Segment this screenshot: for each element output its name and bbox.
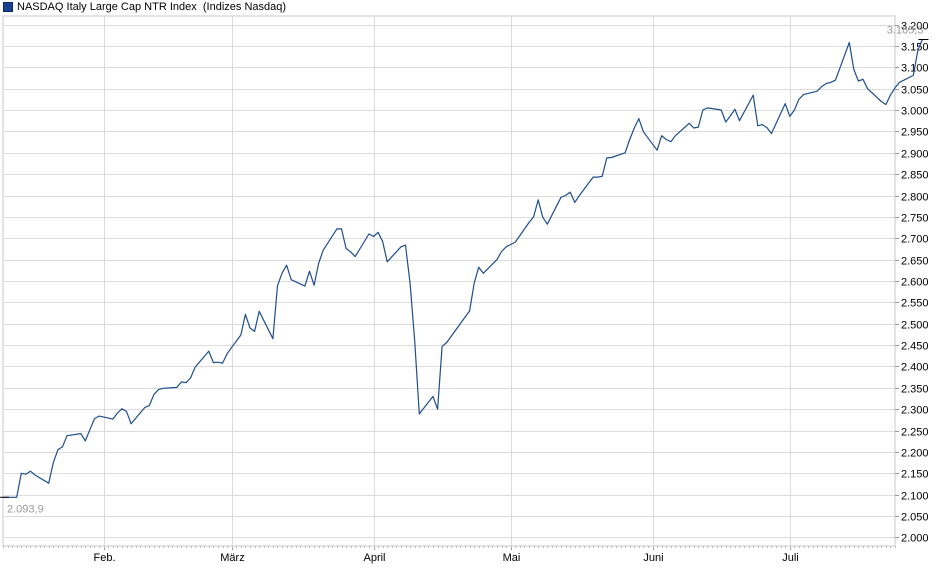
y-tick-label: 2.450 [901, 341, 929, 353]
legend-source: (Indizes Nasdaq) [202, 1, 287, 13]
y-tick-label: 2.550 [901, 298, 929, 310]
y-tick-label: 2.650 [901, 256, 929, 268]
y-tick-label: 3.000 [901, 106, 929, 118]
y-tick-label: 2.100 [901, 491, 929, 503]
y-tick-label: 3.050 [901, 85, 929, 97]
y-tick-label: 2.750 [901, 213, 929, 225]
y-tick-label: 2.350 [901, 384, 929, 396]
y-tick-label: 2.150 [901, 469, 929, 481]
max-label: 3.165,3 [887, 25, 924, 37]
y-tick-label: 2.250 [901, 427, 929, 439]
y-tick-label: 2.850 [901, 170, 929, 182]
y-tick-label: 2.600 [901, 277, 929, 289]
y-tick-label: 3.200 [901, 21, 929, 33]
y-tick-label: 2.800 [901, 192, 929, 204]
y-tick-label: 2.700 [901, 234, 929, 246]
y-tick-label: 2.400 [901, 362, 929, 374]
y-tick-label: 2.900 [901, 149, 929, 161]
y-tick-label: 2.500 [901, 320, 929, 332]
y-tick-label: 2.300 [901, 405, 929, 417]
x-tick-label: Juli [782, 552, 799, 564]
x-tick-label: Mai [503, 552, 521, 564]
y-tick-label: 2.000 [901, 533, 929, 545]
legend: NASDAQ Italy Large Cap NTR Index (Indize… [3, 1, 286, 13]
series-line [3, 39, 923, 498]
y-tick-label: 2.200 [901, 448, 929, 460]
x-tick-label: März [220, 552, 244, 564]
legend-swatch-icon [3, 2, 13, 12]
y-tick-label: 3.150 [901, 42, 929, 54]
x-tick-label: Feb. [93, 552, 115, 564]
x-tick-label: April [363, 552, 385, 564]
y-tick-label: 2.050 [901, 512, 929, 524]
min-label: 2.093,9 [7, 503, 44, 515]
legend-series-name: NASDAQ Italy Large Cap NTR Index [17, 1, 197, 13]
y-tick-label: 2.950 [901, 127, 929, 139]
x-tick-label: Juni [643, 552, 663, 564]
